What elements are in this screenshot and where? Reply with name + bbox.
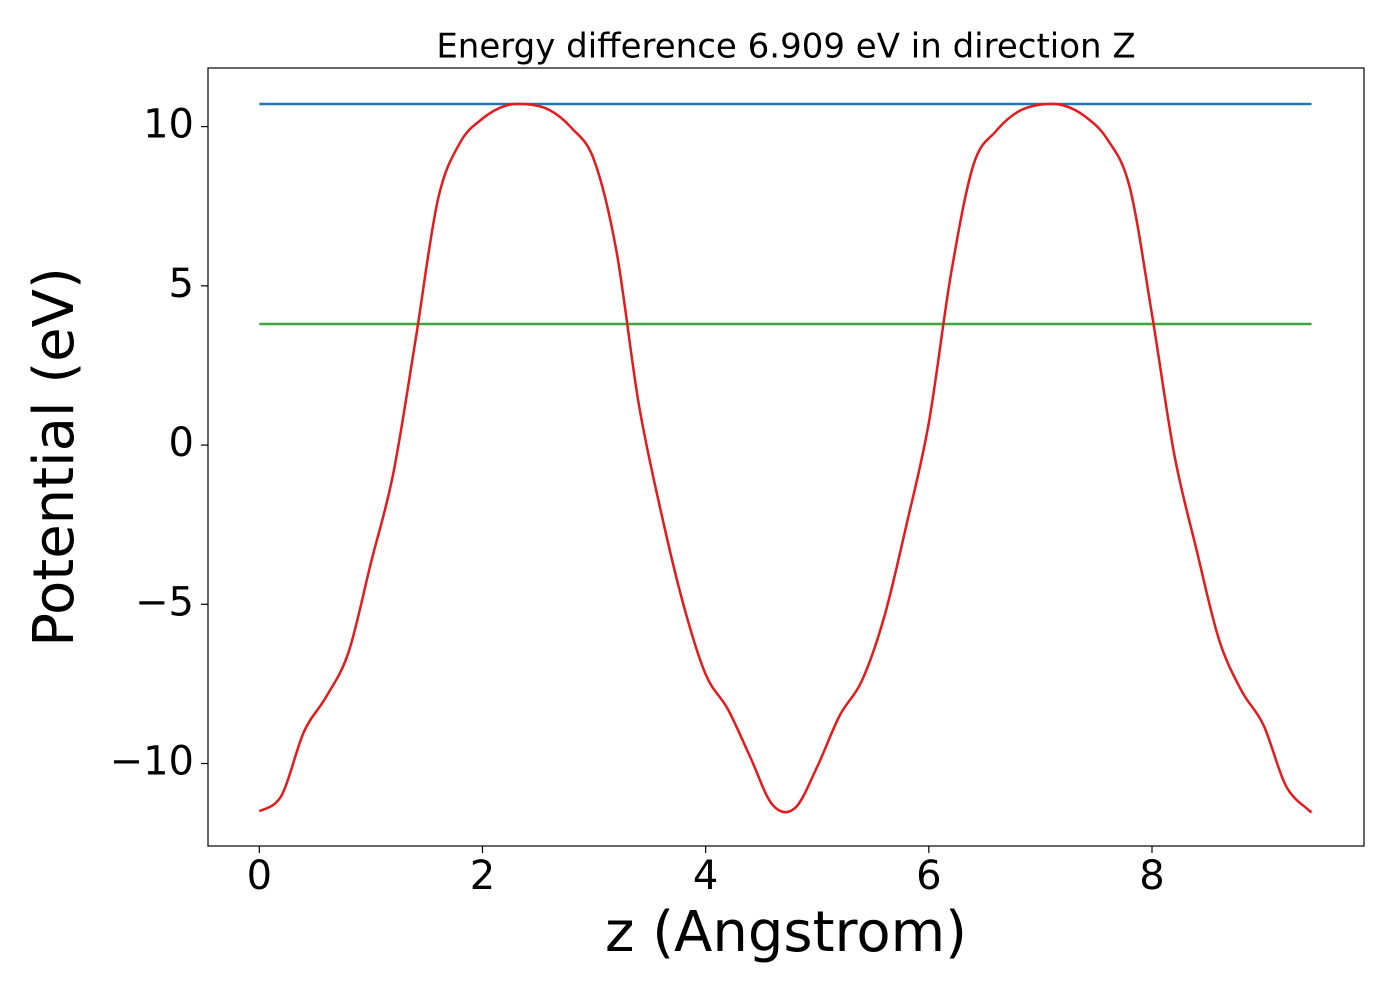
- y-tick-label: −10: [110, 739, 194, 785]
- x-tick-label: 4: [693, 853, 718, 899]
- chart-title: Energy difference 6.909 eV in direction …: [436, 27, 1135, 67]
- x-tick-label: 8: [1139, 853, 1164, 899]
- x-tick-label: 2: [470, 853, 495, 899]
- y-tick-label: 0: [169, 420, 194, 466]
- plot-frame: [207, 67, 1365, 847]
- x-tick-label: 0: [247, 853, 272, 899]
- x-tick-label: 6: [916, 853, 941, 899]
- y-axis-label: Potential (eV): [22, 267, 87, 647]
- x-axis-label: z (Angstrom): [605, 900, 967, 965]
- y-tick-label: −5: [135, 579, 194, 625]
- y-tick-label: 10: [143, 102, 194, 148]
- y-tick-label: 5: [169, 261, 194, 307]
- series-line: [258, 102, 1313, 814]
